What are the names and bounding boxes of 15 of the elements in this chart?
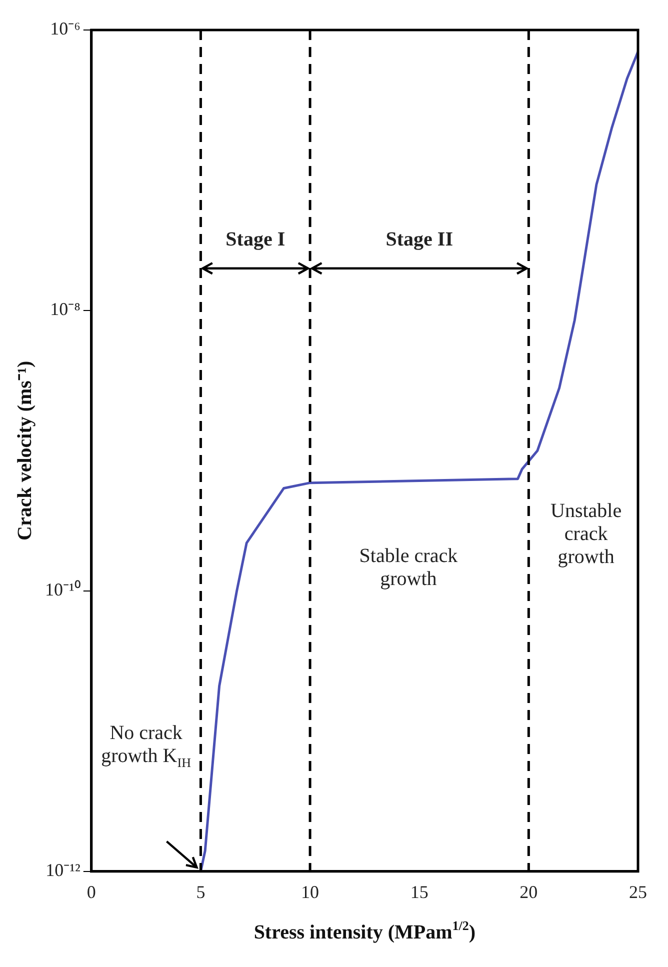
annotation: Unstable crack growth bbox=[550, 500, 622, 568]
y-tick-label: 10⁻⁸ bbox=[50, 299, 80, 320]
y-tick-label: 10⁻⁶ bbox=[50, 18, 80, 39]
y-tick-label: 10⁻¹² bbox=[46, 860, 80, 880]
annotation: Stage I bbox=[226, 228, 286, 251]
x-tick-label: 10 bbox=[301, 882, 320, 902]
x-tick-label: 5 bbox=[196, 882, 206, 902]
y-axis-title: Crack velocity (ms⁻¹) bbox=[14, 360, 36, 541]
annotation: Stable crack growth bbox=[359, 545, 458, 590]
x-tick-label: 0 bbox=[86, 882, 96, 902]
annotation: Stage II bbox=[386, 228, 454, 251]
y-tick-label: 10⁻¹⁰ bbox=[44, 580, 80, 600]
x-tick-label: 15 bbox=[410, 882, 428, 902]
x-tick-label: 20 bbox=[520, 882, 538, 902]
x-tick-label: 25 bbox=[629, 882, 647, 902]
